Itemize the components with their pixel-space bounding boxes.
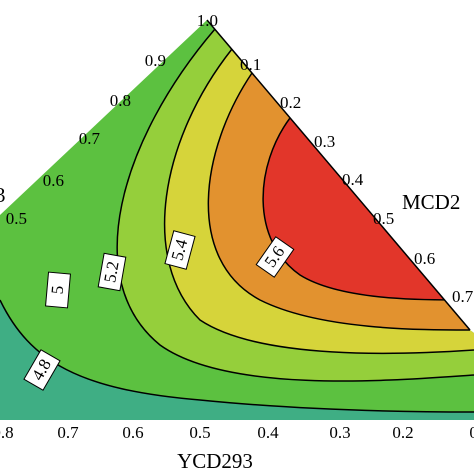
axis-edge [206, 19, 471, 331]
contour-line [207, 72, 471, 331]
contour-line [0, 299, 474, 413]
left-tick-label: 0.6 [43, 171, 64, 190]
bottom-tick-label: 0.3 [329, 423, 350, 442]
bottom-tick-label: 0.6 [122, 423, 143, 442]
bottom-tick-label: 0.7 [57, 423, 79, 442]
contour-label-box [255, 236, 295, 278]
left-tick-label: 0.8 [110, 91, 131, 110]
bottom-tick-label: 0.5 [189, 423, 210, 442]
contour-line [262, 117, 458, 301]
right-tick-label: 0.1 [240, 55, 261, 74]
contour-label-box [23, 349, 61, 391]
right-tick-label: 0.4 [342, 170, 364, 189]
left-tick-label: 1.0 [197, 11, 218, 30]
contour-label-box [97, 252, 127, 292]
bottom-tick-label: 0.2 [392, 423, 413, 442]
bottom-axis-title: YCD293 [177, 449, 253, 473]
right-tick-label: 0.3 [314, 132, 335, 151]
contour-line [116, 28, 474, 382]
bottom-tick-label: 0.4 [257, 423, 279, 442]
left-axis-title: 3 [0, 183, 6, 207]
bottom-tick-label: 0.1 [469, 423, 474, 442]
right-tick-label: 0.5 [373, 209, 394, 228]
band [0, 300, 474, 420]
contour-label-text: 5.2 [100, 260, 122, 284]
contour-label-box [164, 230, 196, 270]
right-axis-title: MCD2 [402, 190, 460, 214]
left-tick-label: 0.5 [6, 209, 27, 228]
contour-label: 5 [45, 271, 71, 309]
left-tick-label: 0.7 [79, 129, 101, 148]
right-tick-label: 0.2 [280, 93, 301, 112]
contour-label-box [45, 271, 71, 309]
right-tick-label: 0.7 [452, 287, 474, 306]
contour-label-text: 5 [48, 285, 68, 295]
contour-label: 5.4 [164, 230, 196, 270]
contour-label-text: 5.4 [168, 237, 192, 263]
contour-label: 5.2 [97, 252, 127, 292]
right-tick-label: 0.6 [414, 249, 435, 268]
contour-line [163, 48, 474, 355]
left-tick-label: 0.9 [145, 51, 166, 70]
bottom-tick-label: 0.8 [0, 423, 14, 442]
